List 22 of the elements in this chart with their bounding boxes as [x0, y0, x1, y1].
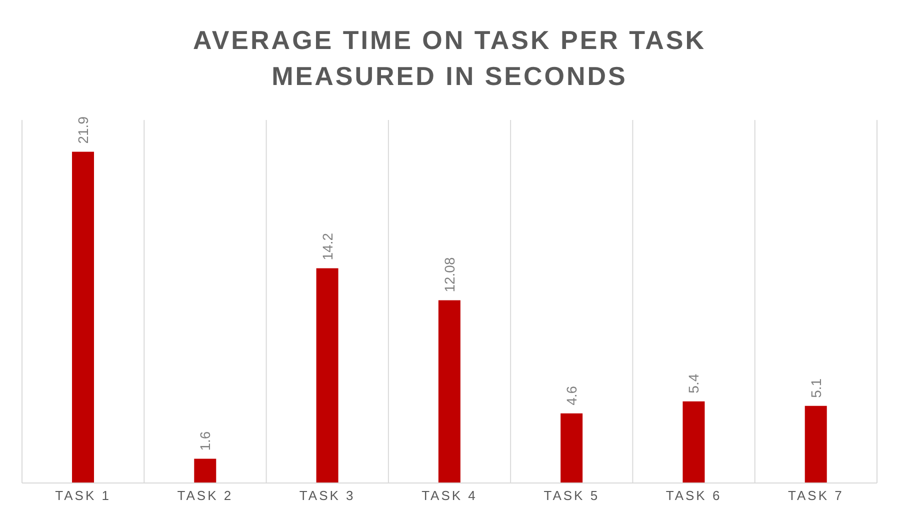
x-tick-label: TASK 7 — [788, 488, 844, 504]
x-tick-label: TASK 6 — [666, 488, 722, 504]
data-label: 5.4 — [686, 374, 702, 394]
x-tick-label: TASK 2 — [177, 488, 234, 504]
data-label: 14.2 — [319, 232, 336, 260]
x-tick-label: TASK 3 — [299, 488, 356, 504]
bar — [682, 401, 705, 483]
chart-title: AVERAGE TIME ON TASK PER TASK MEASURED IN SECONDS — [192, 24, 708, 93]
data-label: 12.08 — [441, 257, 458, 292]
x-tick-label: TASK 5 — [544, 488, 600, 504]
x-tick-label: TASK 4 — [422, 488, 478, 504]
bar — [804, 406, 827, 483]
data-label: 5.1 — [808, 378, 824, 398]
data-label: 1.6 — [197, 431, 214, 451]
bar — [194, 458, 216, 483]
x-tick-label: TASK 1 — [55, 488, 111, 504]
data-label: 21.9 — [75, 116, 91, 144]
bar — [316, 268, 338, 483]
bar — [72, 152, 94, 483]
bar — [438, 300, 460, 483]
bar — [560, 413, 583, 483]
data-label: 4.6 — [564, 386, 580, 406]
